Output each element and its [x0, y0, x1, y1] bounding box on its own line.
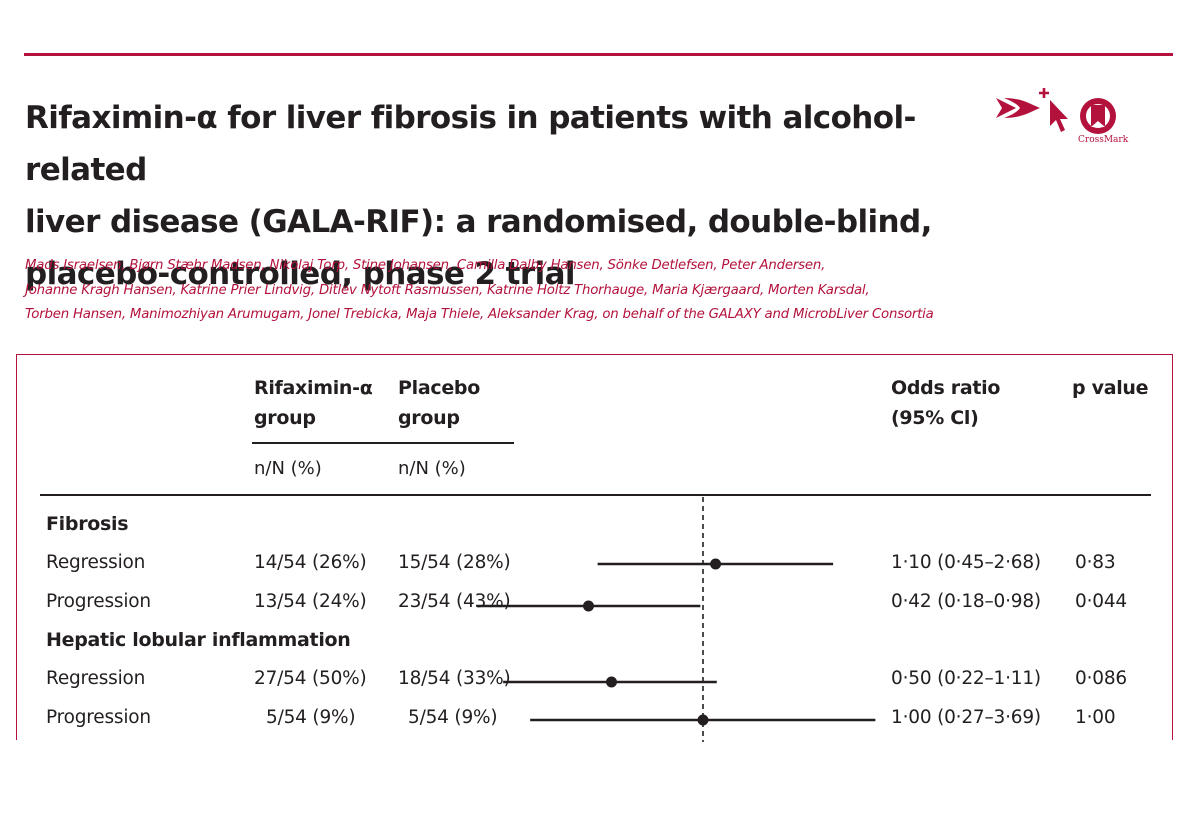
top-rule: [24, 53, 1173, 56]
odds-ratio-point: [697, 714, 709, 726]
title-line-1: Rifaximin-α for liver fibrosis in patien…: [25, 100, 916, 188]
rifaximin-value: 5/54 (9%): [266, 707, 356, 728]
author-line-1: Mads Israelsen, Bjørn Stæhr Madsen, Niko…: [25, 258, 826, 273]
p-value: 0·83: [1075, 552, 1116, 573]
crossmark-label: CrossMark: [1078, 135, 1129, 145]
odds-ratio-value: 0·50 (0·22–1·11): [891, 668, 1041, 689]
title-line-3: placebo-controlled, phase 2 trial: [25, 256, 576, 292]
rifaximin-units: n/N (%): [254, 458, 322, 479]
odds-ratio-value: 1·00 (0·27–3·69): [891, 707, 1041, 728]
crossmark-icon[interactable]: [1078, 96, 1118, 136]
open-access-icon[interactable]: [994, 94, 1042, 130]
row-label: Progression: [46, 591, 151, 612]
row-label: Progression: [46, 707, 151, 728]
placebo-value: 18/54 (33%): [398, 668, 511, 689]
header-placebo: Placebo group: [398, 377, 480, 429]
placebo-value: 5/54 (9%): [408, 707, 498, 728]
odds-ratio-value: 1·10 (0·45–2·68): [891, 552, 1041, 573]
placebo-value: 15/54 (28%): [398, 552, 511, 573]
header-odds-ratio: Odds ratio (95% Cl): [891, 377, 1001, 429]
section-fibrosis: Fibrosis: [46, 513, 129, 535]
odds-ratio-point: [582, 600, 594, 612]
placebo-units: n/N (%): [398, 458, 466, 479]
header-p-value: p value: [1072, 377, 1149, 399]
cursor-icon[interactable]: [1038, 86, 1074, 134]
p-value: 0·086: [1075, 668, 1127, 689]
group-header-rule: [252, 442, 514, 444]
figure-frame: [16, 354, 1173, 755]
p-value: 0·044: [1075, 591, 1127, 612]
section-hepatic-lobular-inflammation: Hepatic lobular inflammation: [46, 629, 351, 651]
author-line-3: Torben Hansen, Manimozhiyan Arumugam, Jo…: [25, 307, 934, 322]
author-list: Mads Israelsen, Bjørn Stæhr Madsen, Niko…: [25, 254, 1025, 328]
p-value: 1·00: [1075, 707, 1116, 728]
title-line-2: liver disease (GALA-RIF): a randomised, …: [25, 204, 932, 240]
rifaximin-value: 13/54 (24%): [254, 591, 367, 612]
article-title: Rifaximin-α for liver fibrosis in patien…: [25, 92, 985, 300]
author-line-2: Johanne Kragh Hansen, Katrine Prier Lind…: [25, 282, 870, 298]
rifaximin-value: 27/54 (50%): [254, 668, 367, 689]
odds-ratio-value: 0·42 (0·18–0·98): [891, 591, 1041, 612]
row-label: Regression: [46, 668, 146, 689]
odds-ratio-point: [710, 558, 722, 570]
article-icons: [990, 86, 1130, 156]
header-rifaximin: Rifaximin-α group: [254, 377, 373, 429]
row-label: Regression: [46, 552, 146, 573]
header-rule: [40, 494, 1151, 496]
rifaximin-value: 14/54 (26%): [254, 552, 367, 573]
odds-ratio-point: [606, 676, 618, 688]
